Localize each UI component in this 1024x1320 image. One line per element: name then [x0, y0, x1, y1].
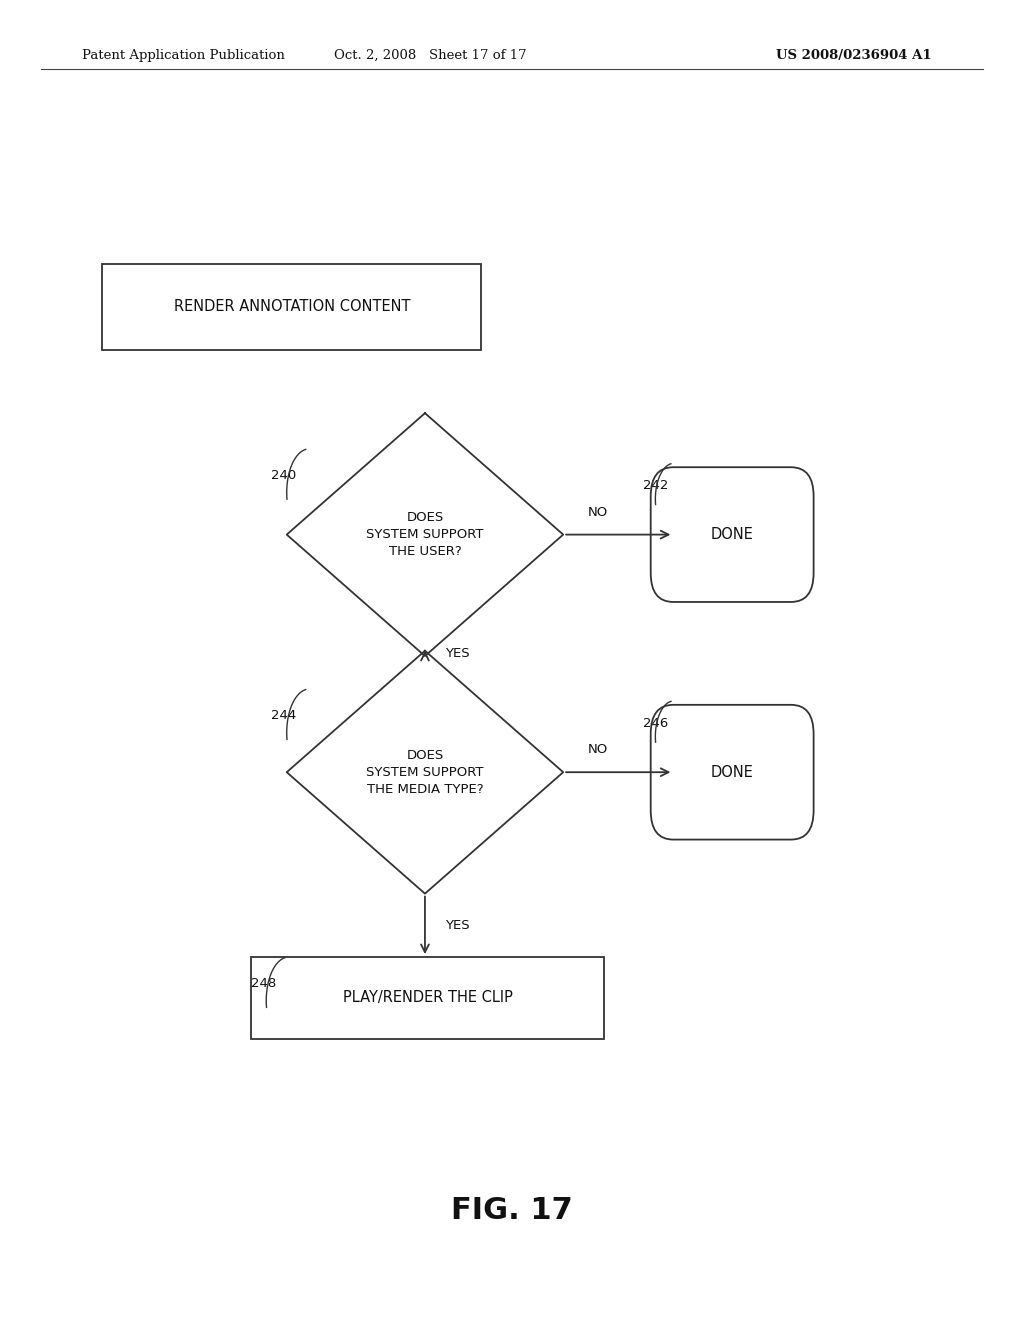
Bar: [251, 957, 604, 1039]
Text: 242: 242: [643, 479, 669, 492]
FancyBboxPatch shape: [650, 705, 814, 840]
Text: DOES
SYSTEM SUPPORT
THE MEDIA TYPE?: DOES SYSTEM SUPPORT THE MEDIA TYPE?: [367, 748, 483, 796]
Text: PLAY/RENDER THE CLIP: PLAY/RENDER THE CLIP: [343, 990, 512, 1006]
Text: US 2008/0236904 A1: US 2008/0236904 A1: [776, 49, 932, 62]
Text: Oct. 2, 2008   Sheet 17 of 17: Oct. 2, 2008 Sheet 17 of 17: [334, 49, 526, 62]
Polygon shape: [287, 413, 563, 656]
Text: NO: NO: [588, 506, 608, 519]
Text: 246: 246: [643, 717, 669, 730]
Text: DONE: DONE: [711, 527, 754, 543]
Text: YES: YES: [445, 919, 470, 932]
Text: 244: 244: [271, 709, 297, 722]
Text: 248: 248: [251, 977, 276, 990]
Text: FIG. 17: FIG. 17: [452, 1196, 572, 1225]
Text: DONE: DONE: [711, 764, 754, 780]
Text: YES: YES: [445, 647, 470, 660]
Text: 240: 240: [271, 469, 297, 482]
Polygon shape: [287, 651, 563, 894]
Text: DOES
SYSTEM SUPPORT
THE USER?: DOES SYSTEM SUPPORT THE USER?: [367, 511, 483, 558]
Text: RENDER ANNOTATION CONTENT: RENDER ANNOTATION CONTENT: [174, 300, 410, 314]
Text: Patent Application Publication: Patent Application Publication: [82, 49, 285, 62]
Text: NO: NO: [588, 743, 608, 756]
FancyBboxPatch shape: [650, 467, 814, 602]
Bar: [102, 264, 481, 350]
